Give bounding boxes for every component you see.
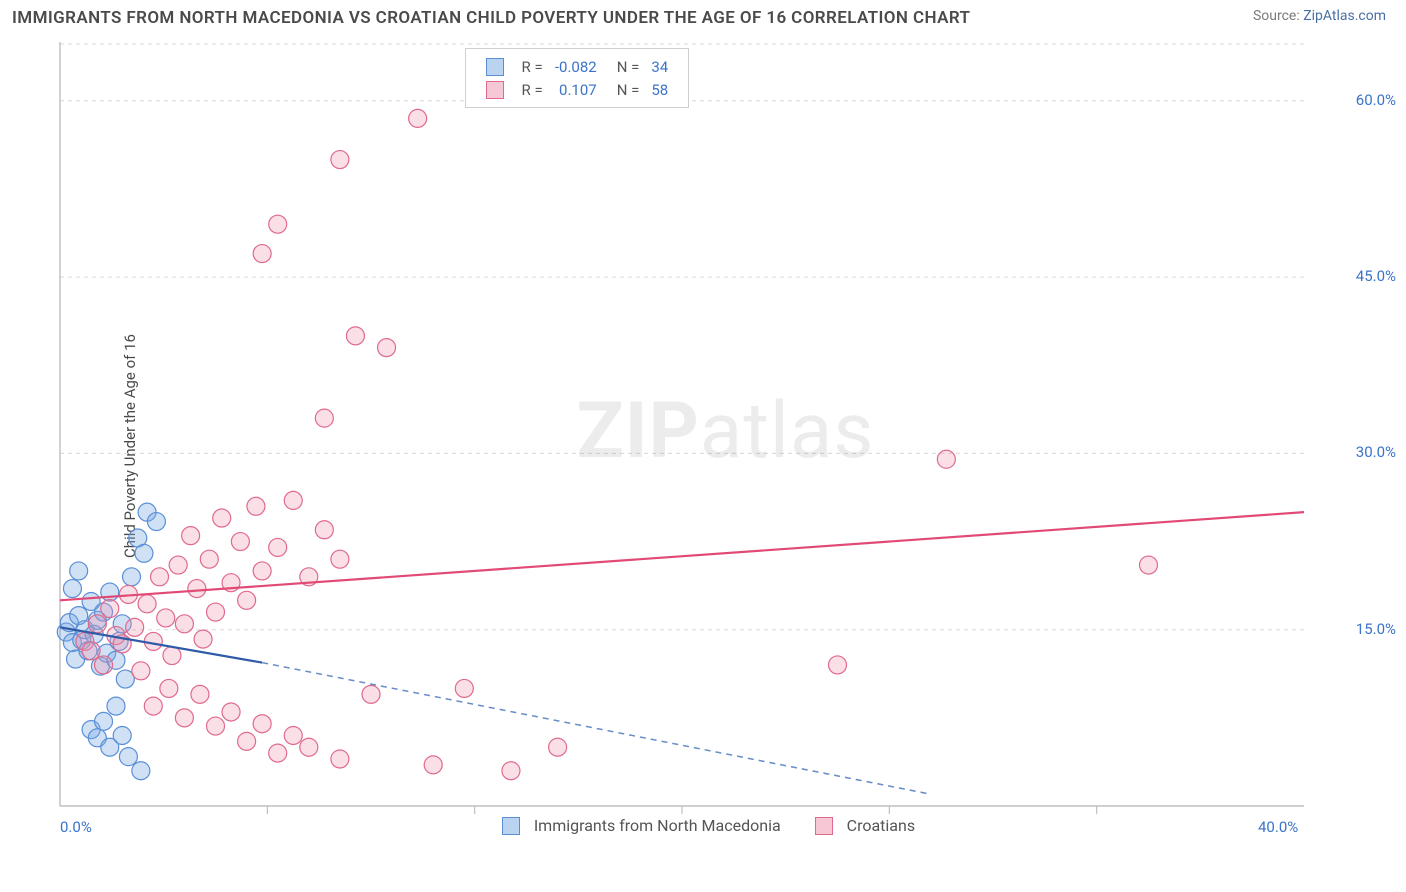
source-link[interactable]: ZipAtlas.com — [1303, 8, 1386, 24]
y-tick-label: 60.0% — [1356, 91, 1396, 109]
source-prefix: Source: — [1253, 8, 1303, 24]
scatter-plot-svg — [54, 42, 1384, 842]
legend-item: Immigrants from North Macedonia — [502, 816, 781, 835]
x-tick-label: 0.0% — [60, 818, 92, 836]
correlation-legend: R =-0.082N =34R =0.107N =58 — [465, 48, 690, 108]
legend-item: Croatians — [815, 816, 915, 835]
y-tick-label: 15.0% — [1356, 620, 1396, 638]
x-tick-label: 40.0% — [1258, 818, 1298, 836]
y-tick-label: 30.0% — [1356, 443, 1396, 461]
chart-title: IMMIGRANTS FROM NORTH MACEDONIA VS CROAT… — [12, 8, 970, 28]
chart-area — [54, 42, 1384, 842]
series-legend: Immigrants from North Macedonia Croatians — [502, 816, 915, 835]
y-tick-label: 45.0% — [1356, 267, 1396, 285]
source-attribution: Source: ZipAtlas.com — [1253, 8, 1386, 24]
